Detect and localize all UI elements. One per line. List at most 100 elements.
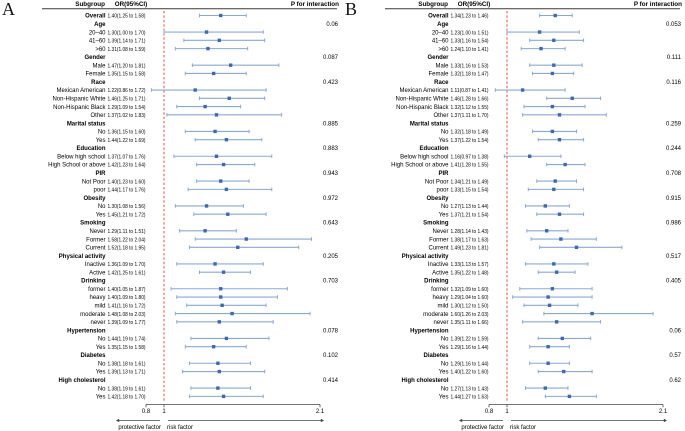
row-label: Yes: [439, 138, 449, 144]
or-point-marker: [547, 303, 552, 307]
risk-arrowhead-icon: [320, 418, 324, 423]
row-p-value: 0.06: [326, 22, 338, 28]
row-p-value: 0.943: [323, 171, 339, 177]
row-or-value: 1.46(1.28 to 1.66): [451, 97, 489, 103]
row-p-value: 0.111: [667, 55, 682, 61]
row-or-value: 1.41(1.28 to 1.55): [451, 163, 489, 169]
row-p-value: 0.915: [666, 196, 682, 202]
or-point-marker: [217, 369, 222, 374]
or-point-marker: [216, 361, 220, 365]
row-or-value: 1.33(1.16 to 1.54): [451, 39, 489, 45]
x-axis-tick-label: 1: [505, 409, 509, 415]
row-label: Diabetes: [80, 353, 106, 359]
or-point-marker: [567, 394, 572, 399]
x-axis-tick-label: 0.8: [142, 409, 151, 415]
or-point-marker: [545, 229, 549, 233]
row-label: No: [441, 386, 449, 392]
row-or-value: 1.38(1.17 to 1.63): [451, 237, 489, 243]
risk-arrowhead-icon: [663, 418, 667, 423]
row-label: Yes: [96, 345, 106, 351]
or-point-marker: [213, 129, 217, 134]
or-point-marker: [574, 245, 579, 250]
row-p-value: 0.259: [666, 121, 682, 127]
row-p-value: 0.087: [323, 55, 339, 61]
row-or-value: 1.45(1.21 to 1.72): [108, 212, 146, 218]
row-p-value: 0.078: [323, 328, 339, 334]
row-label: Not Poor: [425, 179, 449, 185]
row-label: former: [88, 287, 105, 293]
row-label: Smoking: [80, 221, 106, 227]
row-label: PIR: [95, 171, 106, 177]
row-p-value: 0.986: [666, 221, 682, 227]
or-point-marker: [570, 96, 574, 100]
row-or-value: 1.40(1.25 to 1.58): [108, 14, 146, 20]
row-or-value: 1.29(1.09 to 1.54): [108, 105, 146, 111]
row-or-value: 1.29(1.11 to 1.51): [108, 229, 146, 235]
row-label: No: [98, 361, 106, 367]
row-or-value: 1.44(1.27 to 1.63): [451, 395, 489, 401]
row-or-value: 1.48(1.08 to 2.03): [108, 312, 146, 318]
row-label: Race: [91, 80, 106, 86]
panel-b-letter: B: [345, 0, 358, 19]
row-label: never: [90, 320, 105, 326]
row-or-value: 1.44(1.17 to 1.76): [108, 188, 146, 194]
row-or-value: 1.38(1.18 to 1.61): [108, 361, 146, 367]
or-point-marker: [224, 336, 229, 341]
x-axis-tick-label: 2.1: [316, 409, 325, 415]
row-label: Mexican American: [56, 88, 105, 94]
row-or-value: 1.37(1.21 to 1.54): [451, 212, 489, 218]
row-or-value: 1.37(1.22 to 1.54): [451, 138, 489, 144]
row-or-value: 1.39(1.13 to 1.71): [108, 370, 146, 376]
or-point-marker: [550, 129, 555, 134]
row-p-value: 0.102: [323, 353, 339, 359]
or-point-marker: [543, 204, 547, 208]
or-point-marker: [211, 345, 216, 349]
row-p-value: 0.57: [669, 353, 681, 359]
or-point-marker: [543, 386, 547, 390]
or-point-marker: [520, 88, 525, 92]
row-p-value: 0.643: [323, 221, 339, 227]
row-or-value: 1.60(1.26 to 2.03): [451, 312, 489, 318]
row-label: Education: [419, 146, 448, 152]
row-or-value: 1.30(1.00 to 1.70): [108, 30, 146, 36]
or-point-marker: [557, 138, 562, 142]
risk-factor-label: risk factor: [510, 425, 536, 431]
or-point-marker: [216, 386, 220, 390]
row-label: No: [98, 204, 106, 210]
row-label: No: [98, 130, 106, 136]
row-label: Race: [434, 80, 449, 86]
row-or-value: 1.39(1.14 to 1.71): [108, 39, 146, 45]
row-label: Obesity: [426, 196, 449, 202]
protective-factor-label: protective factor: [461, 425, 504, 431]
or-point-marker: [193, 88, 197, 92]
x-axis-tick-label: 2.1: [659, 409, 668, 415]
row-or-value: 1.31(1.08 to 1.59): [108, 47, 146, 53]
row-or-value: 1.33(1.15 to 1.54): [451, 188, 489, 194]
row-or-value: 1.23(1.00 to 1.51): [451, 30, 489, 36]
row-label: Below high school: [57, 154, 105, 160]
row-label: Mexican American: [399, 88, 448, 94]
panel-a: A Subgroup OR(95%CI) P for interaction O…: [0, 0, 342, 431]
row-label: Overall: [428, 14, 449, 20]
row-label: Former: [429, 237, 448, 243]
row-label: Hypertension: [410, 328, 449, 334]
or-point-marker: [219, 287, 223, 291]
or-point-marker: [552, 38, 556, 43]
row-label: Former: [86, 237, 105, 243]
row-label: Male: [435, 63, 449, 69]
row-label: Education: [76, 146, 105, 152]
row-or-value: 1.33(1.16 to 1.53): [451, 63, 489, 69]
row-p-value: 0.06: [669, 328, 681, 334]
or-point-marker: [550, 287, 555, 291]
or-point-marker: [214, 154, 219, 158]
row-label: High School or above: [391, 163, 449, 169]
row-p-value: 0.62: [669, 378, 681, 384]
row-or-value: 1.39(1.09 to 1.77): [108, 320, 146, 326]
row-p-value: 0.883: [323, 146, 339, 152]
row-label: Smoking: [423, 221, 449, 227]
or-point-marker: [220, 303, 224, 307]
row-or-value: 1.44(1.22 to 1.69): [108, 138, 146, 144]
or-point-marker: [554, 320, 559, 324]
